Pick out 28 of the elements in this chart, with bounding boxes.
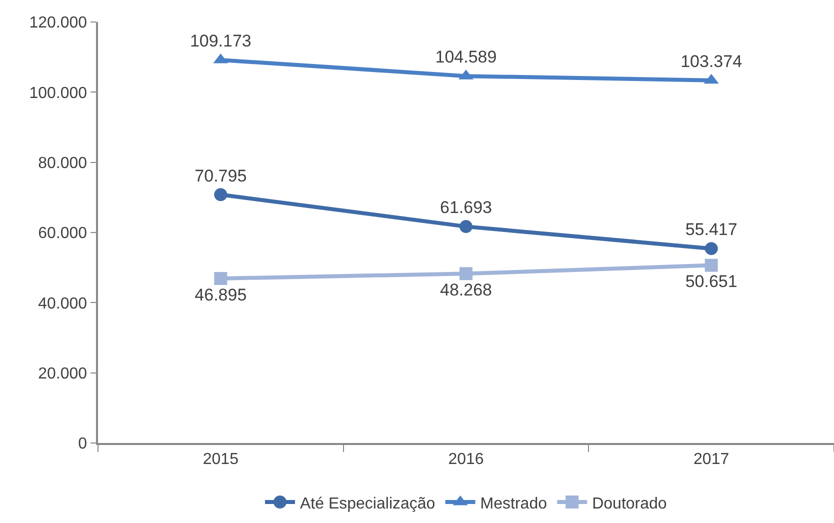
y-tick-label: 120.000 [29, 14, 88, 32]
point [214, 272, 228, 285]
x-tick-label: 2016 [448, 450, 484, 468]
data-label: 48.268 [440, 280, 492, 300]
x-tick-label: 2015 [202, 450, 239, 468]
point [460, 267, 472, 280]
data-label: 70.795 [194, 166, 247, 186]
y-tick-label: 20.000 [38, 365, 88, 382]
legend-label: Mestrado [480, 495, 548, 512]
point [704, 242, 718, 256]
data-label: 104.589 [435, 48, 497, 67]
data-label: 50.651 [685, 272, 738, 292]
point [460, 220, 472, 234]
legend-label: Doutorado [592, 495, 667, 512]
point [214, 188, 228, 202]
data-label: 61.693 [440, 198, 492, 218]
y-tick-label: 0 [78, 436, 88, 453]
y-tick-label: 100.000 [29, 84, 88, 102]
data-label: 103.374 [680, 52, 742, 71]
legend-label: Até Especialização [300, 495, 436, 512]
data-label: 46.895 [194, 285, 247, 304]
y-tick-label: 60.000 [38, 225, 88, 242]
data-label: 55.417 [685, 220, 738, 240]
y-tick-label: 40.000 [38, 295, 88, 312]
data-label: 109.173 [190, 32, 252, 51]
y-tick-label: 80.000 [38, 154, 88, 172]
point [704, 258, 718, 272]
x-tick-label: 2017 [694, 450, 730, 468]
